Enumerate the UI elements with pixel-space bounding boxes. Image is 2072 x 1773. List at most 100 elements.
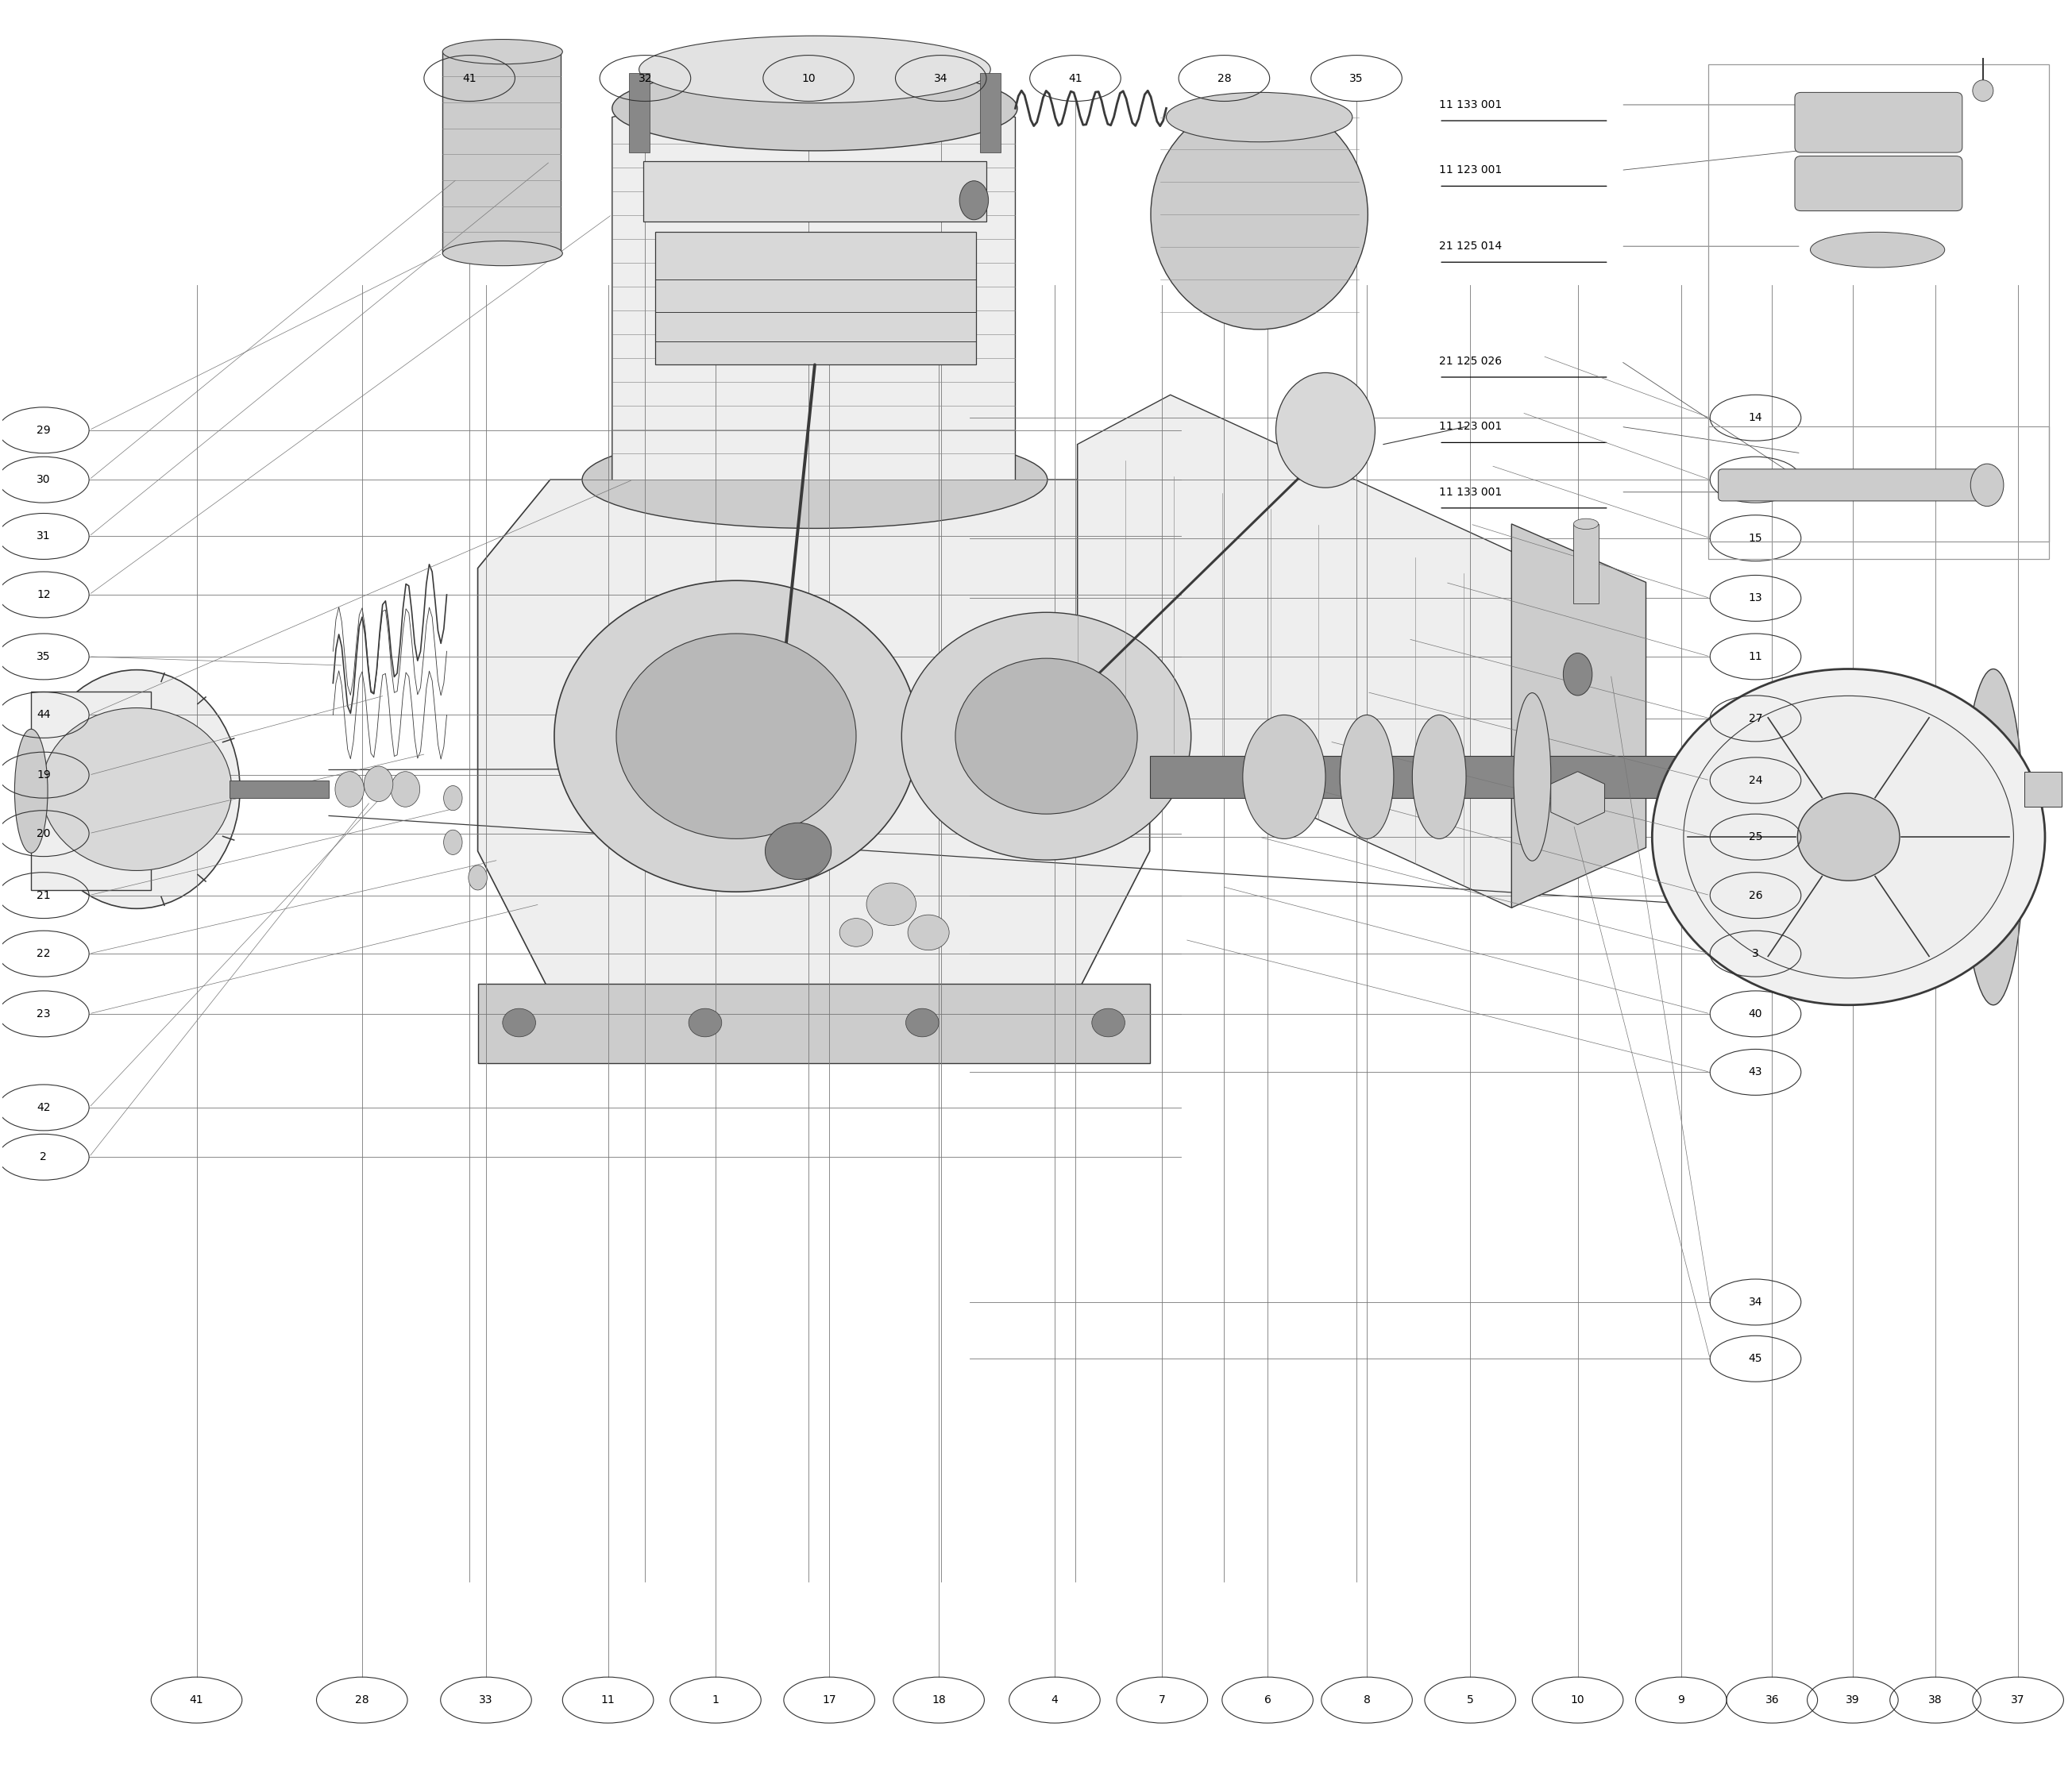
Ellipse shape xyxy=(1811,232,1946,268)
FancyBboxPatch shape xyxy=(1794,156,1962,211)
Text: 26: 26 xyxy=(1749,890,1763,901)
Text: 3: 3 xyxy=(1753,949,1759,959)
Ellipse shape xyxy=(1515,693,1550,862)
Text: 28: 28 xyxy=(354,1695,369,1706)
Circle shape xyxy=(503,1009,537,1037)
Ellipse shape xyxy=(443,241,562,266)
Bar xyxy=(1150,755,1707,798)
Text: 9: 9 xyxy=(1678,1695,1685,1706)
Text: 16: 16 xyxy=(1749,473,1763,486)
Text: 15: 15 xyxy=(1749,532,1763,544)
Ellipse shape xyxy=(959,181,988,220)
Text: 24: 24 xyxy=(1749,775,1763,785)
Ellipse shape xyxy=(1970,465,2004,507)
Text: 20: 20 xyxy=(37,828,50,839)
Bar xyxy=(1573,525,1598,603)
Text: 21: 21 xyxy=(37,890,50,901)
Text: 21 125 014: 21 125 014 xyxy=(1852,241,1915,252)
Circle shape xyxy=(1798,793,1900,881)
Circle shape xyxy=(1651,668,2045,1005)
Circle shape xyxy=(41,707,232,871)
Ellipse shape xyxy=(1167,92,1353,142)
Ellipse shape xyxy=(1150,99,1368,330)
Polygon shape xyxy=(1513,525,1645,908)
Text: 21 125 014: 21 125 014 xyxy=(1440,241,1502,252)
Text: 11: 11 xyxy=(1749,651,1763,661)
Circle shape xyxy=(866,883,916,926)
Ellipse shape xyxy=(365,766,394,801)
Text: 10: 10 xyxy=(802,73,816,83)
Text: 17: 17 xyxy=(823,1695,837,1706)
Text: 44: 44 xyxy=(37,709,50,720)
Text: 11 123 001: 11 123 001 xyxy=(1440,165,1502,176)
Polygon shape xyxy=(611,64,1015,480)
Text: 12: 12 xyxy=(37,589,50,601)
Text: 41: 41 xyxy=(1069,73,1082,83)
Text: 4: 4 xyxy=(1051,1695,1059,1706)
Text: 42: 42 xyxy=(37,1103,50,1113)
FancyBboxPatch shape xyxy=(1794,92,1962,152)
Text: 2: 2 xyxy=(39,1151,48,1163)
Text: 18: 18 xyxy=(932,1695,947,1706)
Text: 31: 31 xyxy=(37,530,50,543)
Text: 35: 35 xyxy=(37,651,50,661)
Text: 41: 41 xyxy=(189,1695,203,1706)
Text: 14: 14 xyxy=(1749,413,1763,424)
Text: 13: 13 xyxy=(1749,592,1763,605)
Text: 29: 29 xyxy=(37,426,50,436)
Polygon shape xyxy=(642,161,986,222)
Circle shape xyxy=(908,915,949,950)
Circle shape xyxy=(553,580,918,892)
Polygon shape xyxy=(1077,395,1593,908)
Circle shape xyxy=(1092,1009,1125,1037)
Ellipse shape xyxy=(1341,715,1394,839)
Text: 10: 10 xyxy=(1571,1695,1585,1706)
Ellipse shape xyxy=(443,785,462,810)
Ellipse shape xyxy=(468,865,487,890)
Text: 34: 34 xyxy=(1749,1296,1763,1308)
Text: 6: 6 xyxy=(1264,1695,1270,1706)
Text: 11 123 001: 11 123 001 xyxy=(1440,422,1502,433)
Text: 21 125 026: 21 125 026 xyxy=(1440,356,1502,367)
Text: 34: 34 xyxy=(934,73,947,83)
Text: 11: 11 xyxy=(601,1695,615,1706)
Ellipse shape xyxy=(1573,519,1598,530)
Ellipse shape xyxy=(392,771,421,807)
Text: 27: 27 xyxy=(1749,713,1763,723)
Circle shape xyxy=(905,1009,939,1037)
Text: 19: 19 xyxy=(37,769,50,780)
Text: 5: 5 xyxy=(1467,1695,1473,1706)
Ellipse shape xyxy=(1973,80,1993,101)
Polygon shape xyxy=(479,480,1150,993)
Text: 30: 30 xyxy=(37,473,50,486)
Text: 28: 28 xyxy=(1216,73,1231,83)
Circle shape xyxy=(765,823,831,879)
Bar xyxy=(479,984,1150,1064)
FancyBboxPatch shape xyxy=(1718,470,1985,502)
Text: 21 125 026: 21 125 026 xyxy=(1852,486,1915,498)
Text: 1: 1 xyxy=(713,1695,719,1706)
Ellipse shape xyxy=(443,39,562,64)
Text: 45: 45 xyxy=(1749,1353,1763,1363)
Text: 25: 25 xyxy=(1749,832,1763,842)
Bar xyxy=(655,232,976,365)
Ellipse shape xyxy=(638,35,990,103)
Text: 11 133 001: 11 133 001 xyxy=(1440,99,1502,110)
Circle shape xyxy=(839,918,872,947)
Polygon shape xyxy=(443,51,559,254)
Ellipse shape xyxy=(15,729,48,853)
Text: 33: 33 xyxy=(479,1695,493,1706)
Ellipse shape xyxy=(611,66,1017,151)
Ellipse shape xyxy=(1962,668,2024,1005)
Ellipse shape xyxy=(443,830,462,855)
Bar xyxy=(230,780,329,798)
Text: 11 133 001: 11 133 001 xyxy=(1440,486,1502,498)
Text: 41: 41 xyxy=(462,73,477,83)
Text: 35: 35 xyxy=(1349,73,1363,83)
Circle shape xyxy=(955,658,1138,814)
Text: 36: 36 xyxy=(1765,1695,1780,1706)
Text: 23: 23 xyxy=(37,1009,50,1019)
Text: 32: 32 xyxy=(638,73,653,83)
Text: 37: 37 xyxy=(2012,1695,2024,1706)
Text: 39: 39 xyxy=(1846,1695,1861,1706)
